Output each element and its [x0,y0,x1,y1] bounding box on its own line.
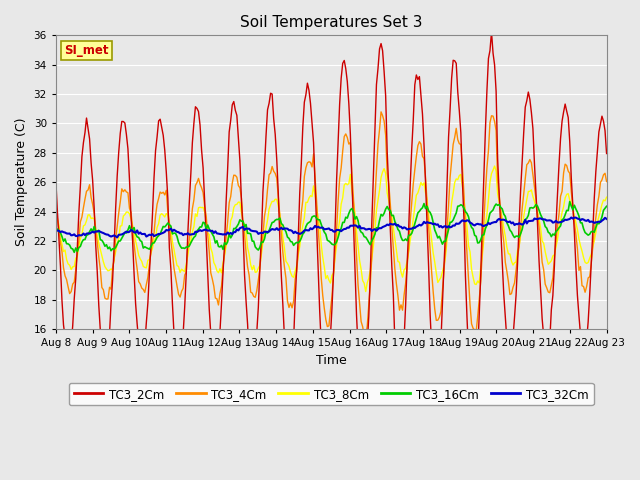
TC3_8Cm [52,217,60,223]
TC3_4Cm [360,332,368,338]
TC3_2Cm [120,119,127,124]
TC3_32Cm [236,225,244,231]
TC3_32Cm [245,226,253,231]
Legend: TC3_2Cm, TC3_4Cm, TC3_8Cm, TC3_16Cm, TC3_32Cm: TC3_2Cm, TC3_4Cm, TC3_8Cm, TC3_16Cm, TC3… [69,383,593,405]
TC3_16Cm [70,250,78,255]
TC3_8Cm [216,266,224,272]
TC3_32Cm [568,215,575,220]
TC3_16Cm [121,229,129,235]
TC3_2Cm [603,151,611,156]
TC3_8Cm [491,163,499,169]
TC3_4Cm [216,291,224,297]
TC3_8Cm [603,194,611,200]
TC3_2Cm [216,328,224,334]
TC3_16Cm [245,230,253,236]
TC3_8Cm [293,263,301,268]
Title: Soil Temperatures Set 3: Soil Temperatures Set 3 [240,15,422,30]
Line: TC3_32Cm: TC3_32Cm [56,217,607,238]
TC3_4Cm [120,189,127,194]
TC3_2Cm [244,321,252,327]
TC3_32Cm [294,230,302,236]
TC3_32Cm [121,230,129,236]
TC3_2Cm [234,135,242,141]
Text: SI_met: SI_met [64,44,109,57]
Line: TC3_4Cm: TC3_4Cm [56,112,607,335]
TC3_16Cm [294,240,302,246]
TC3_8Cm [234,199,242,205]
TC3_2Cm [293,267,301,273]
TC3_32Cm [575,216,583,222]
TC3_32Cm [218,231,225,237]
TC3_16Cm [236,217,244,223]
TC3_2Cm [52,178,60,183]
TC3_16Cm [52,226,60,232]
TC3_4Cm [377,109,385,115]
TC3_2Cm [468,403,476,409]
TC3_32Cm [52,228,60,234]
TC3_4Cm [293,268,301,274]
X-axis label: Time: Time [316,354,347,367]
TC3_8Cm [244,245,252,251]
Y-axis label: Soil Temperature (C): Soil Temperature (C) [15,118,28,246]
TC3_16Cm [218,242,225,248]
TC3_16Cm [566,199,573,204]
TC3_8Cm [362,288,369,294]
Line: TC3_2Cm: TC3_2Cm [56,32,607,406]
TC3_32Cm [113,235,121,240]
TC3_4Cm [575,268,583,274]
TC3_16Cm [575,213,583,219]
TC3_8Cm [575,236,583,242]
TC3_4Cm [234,182,242,188]
Line: TC3_16Cm: TC3_16Cm [56,202,607,252]
TC3_2Cm [488,29,495,35]
TC3_4Cm [603,179,611,184]
TC3_4Cm [244,264,252,270]
TC3_8Cm [120,213,127,219]
TC3_16Cm [603,204,611,209]
TC3_2Cm [575,313,583,319]
Line: TC3_8Cm: TC3_8Cm [56,166,607,291]
TC3_32Cm [603,216,611,222]
TC3_4Cm [52,201,60,207]
